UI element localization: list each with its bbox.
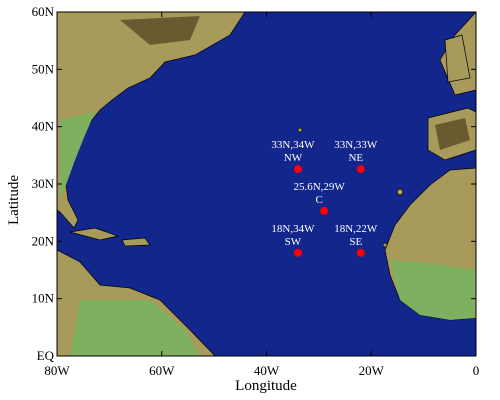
x-tick-label: 80W xyxy=(44,363,70,378)
y-tick-label: 20N xyxy=(32,233,55,248)
x-axis-title: Longitude xyxy=(235,378,297,394)
x-tick-label: 40W xyxy=(254,363,280,378)
y-tick-label: 50N xyxy=(32,61,55,76)
site-coords: 18N,22W xyxy=(334,223,378,235)
site-name: NE xyxy=(348,152,363,164)
site-marker xyxy=(293,248,302,257)
y-tick-label: EQ xyxy=(37,348,55,363)
site-marker xyxy=(356,165,365,174)
site-coords: 33N,33W xyxy=(334,139,378,151)
site-marker xyxy=(293,165,302,174)
y-tick-label: 40N xyxy=(32,119,55,134)
x-tick-label: 0 xyxy=(473,363,480,378)
site-coords: 25.6N,29W xyxy=(293,181,345,193)
y-tick-label: 60N xyxy=(32,4,55,19)
site-name: C xyxy=(315,194,322,206)
site-marker xyxy=(320,206,329,215)
site-coords: 33N,34W xyxy=(271,139,315,151)
x-tick-label: 60W xyxy=(149,363,175,378)
site-name: SW xyxy=(285,236,302,248)
site-marker xyxy=(356,248,365,257)
site-name: SE xyxy=(349,236,362,248)
y-tick-label: 10N xyxy=(32,291,55,306)
site-name: NW xyxy=(284,152,303,164)
site-coords: 18N,34W xyxy=(271,223,315,235)
x-tick-label: 20W xyxy=(359,363,385,378)
y-tick-label: 30N xyxy=(32,176,55,191)
land xyxy=(57,12,476,356)
y-axis-title: Latitude xyxy=(6,175,22,225)
